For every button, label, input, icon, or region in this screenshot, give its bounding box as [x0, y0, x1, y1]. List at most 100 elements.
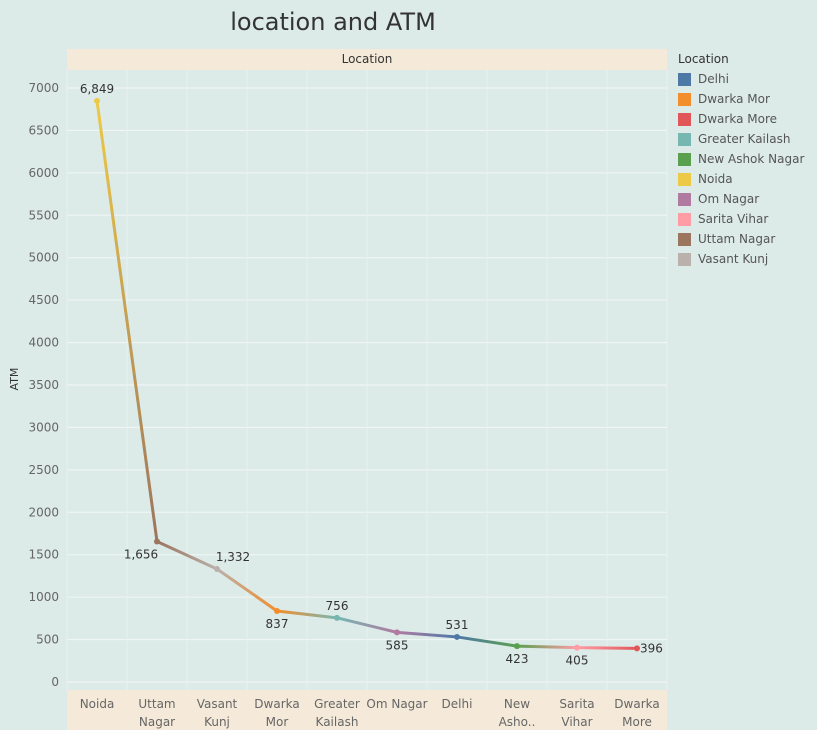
- legend-label: Dwarka Mor: [698, 92, 770, 106]
- legend-label: Delhi: [698, 72, 729, 86]
- legend-item[interactable]: Noida: [678, 169, 817, 189]
- legend-item[interactable]: Sarita Vihar: [678, 209, 817, 229]
- legend-label: New Ashok Nagar: [698, 152, 805, 166]
- y-axis-ticks: 0 500 1000 1500 2000 2500 3000 3500 4000 4500 5000…: [28, 81, 59, 689]
- legend-label: Dwarka More: [698, 112, 777, 126]
- y-tick-label: 7000: [28, 81, 59, 95]
- data-point[interactable]: [94, 97, 100, 104]
- y-tick-label: 500: [36, 633, 59, 647]
- data-point[interactable]: [214, 565, 220, 572]
- y-tick-label: 6500: [28, 123, 59, 137]
- y-tick-label: 2000: [28, 505, 59, 519]
- data-labels: 6,849 1,656 1,332 837 756 585 531 423 405 396: [80, 82, 663, 668]
- data-point[interactable]: [154, 538, 160, 545]
- legend-label: Noida: [698, 172, 733, 186]
- x-tick-label: Greater: [314, 697, 360, 711]
- legend-item[interactable]: Dwarka Mor: [678, 89, 817, 109]
- data-label: 837: [266, 617, 289, 631]
- legend-label: Sarita Vihar: [698, 212, 769, 226]
- line-segment: [515, 644, 579, 650]
- legend-label: Greater Kailash: [698, 132, 791, 146]
- y-tick-label: 6000: [28, 166, 59, 180]
- x-axis-band: [67, 690, 667, 730]
- series-line: [95, 99, 639, 650]
- data-label: 6,849: [80, 82, 114, 96]
- data-points: [94, 97, 640, 652]
- chart-title: location and ATM: [230, 8, 436, 36]
- legend-swatch: [678, 192, 691, 206]
- column-header-label: Location: [341, 52, 393, 66]
- data-label: 756: [326, 599, 349, 613]
- line-segment: [95, 99, 159, 543]
- legend-item[interactable]: Delhi: [678, 69, 817, 89]
- data-label: 396: [640, 641, 663, 655]
- x-tick-label: More: [622, 715, 652, 729]
- data-point[interactable]: [454, 633, 460, 640]
- x-tick-label: Kunj: [204, 715, 230, 729]
- data-point[interactable]: [394, 629, 400, 636]
- x-tick-label: Noida: [80, 697, 115, 711]
- x-tick-label: Nagar: [139, 715, 175, 729]
- data-label: 531: [446, 618, 469, 632]
- data-label: 1,332: [216, 550, 250, 564]
- legend-swatch: [678, 72, 691, 86]
- line-segment: [455, 635, 519, 648]
- data-point[interactable]: [274, 607, 280, 614]
- column-header-band: Location: [67, 49, 667, 70]
- legend-label: Om Nagar: [698, 192, 760, 206]
- y-tick-label: 1000: [28, 590, 59, 604]
- y-tick-label: 5000: [28, 251, 59, 265]
- x-tick-label: Vihar: [561, 715, 592, 729]
- legend-item[interactable]: Dwarka More: [678, 109, 817, 129]
- legend-swatch: [678, 212, 691, 226]
- y-tick-label: 4500: [28, 293, 59, 307]
- legend-item[interactable]: Vasant Kunj: [678, 249, 817, 269]
- x-tick-label: Mor: [266, 715, 289, 729]
- legend-swatch: [678, 172, 691, 186]
- data-point[interactable]: [574, 644, 580, 651]
- legend-swatch: [678, 232, 691, 246]
- y-tick-label: 0: [51, 675, 59, 689]
- data-point[interactable]: [634, 645, 640, 652]
- x-tick-label: Kailash: [316, 715, 359, 729]
- y-tick-label: 1500: [28, 548, 59, 562]
- y-tick-label: 2500: [28, 463, 59, 477]
- line-segment: [275, 609, 339, 620]
- legend-item[interactable]: New Ashok Nagar: [678, 149, 817, 169]
- legend-swatch: [678, 132, 691, 146]
- x-tick-label: Sarita: [559, 697, 594, 711]
- line-segment: [155, 539, 219, 571]
- data-label: 1,656: [124, 547, 158, 561]
- data-label: 585: [386, 638, 409, 652]
- legend-swatch: [678, 252, 691, 266]
- legend: Location Delhi Dwarka Mor Dwarka More Great…: [678, 52, 817, 269]
- legend-swatch: [678, 92, 691, 106]
- legend-item[interactable]: Uttam Nagar: [678, 229, 817, 249]
- y-tick-label: 3000: [28, 420, 59, 434]
- x-tick-label: New: [504, 697, 530, 711]
- legend-title: Location: [678, 52, 729, 66]
- legend-swatch: [678, 112, 691, 126]
- x-tick-label: Delhi: [442, 697, 473, 711]
- x-tick-label: Asho..: [499, 715, 536, 729]
- data-point[interactable]: [514, 643, 520, 650]
- data-label: 423: [506, 652, 529, 666]
- x-tick-label: Uttam: [138, 697, 175, 711]
- legend-item[interactable]: Greater Kailash: [678, 129, 817, 149]
- line-segment: [215, 567, 279, 613]
- line-segment: [575, 646, 639, 650]
- legend-label: Uttam Nagar: [698, 232, 776, 246]
- data-point[interactable]: [334, 614, 340, 621]
- legend-swatch: [678, 152, 691, 166]
- x-axis-ticks: Noida Uttam Nagar Vasant Kunj Dwarka Mor Greate…: [80, 697, 660, 729]
- line-segment: [335, 616, 399, 634]
- y-tick-label: 3500: [28, 378, 59, 392]
- legend-item[interactable]: Om Nagar: [678, 189, 817, 209]
- gridlines: [66, 70, 668, 690]
- x-tick-label: Dwarka: [614, 697, 659, 711]
- x-tick-label: Om Nagar: [366, 697, 427, 711]
- x-tick-label: Dwarka: [254, 697, 299, 711]
- y-tick-label: 4000: [28, 336, 59, 350]
- y-tick-label: 5500: [28, 208, 59, 222]
